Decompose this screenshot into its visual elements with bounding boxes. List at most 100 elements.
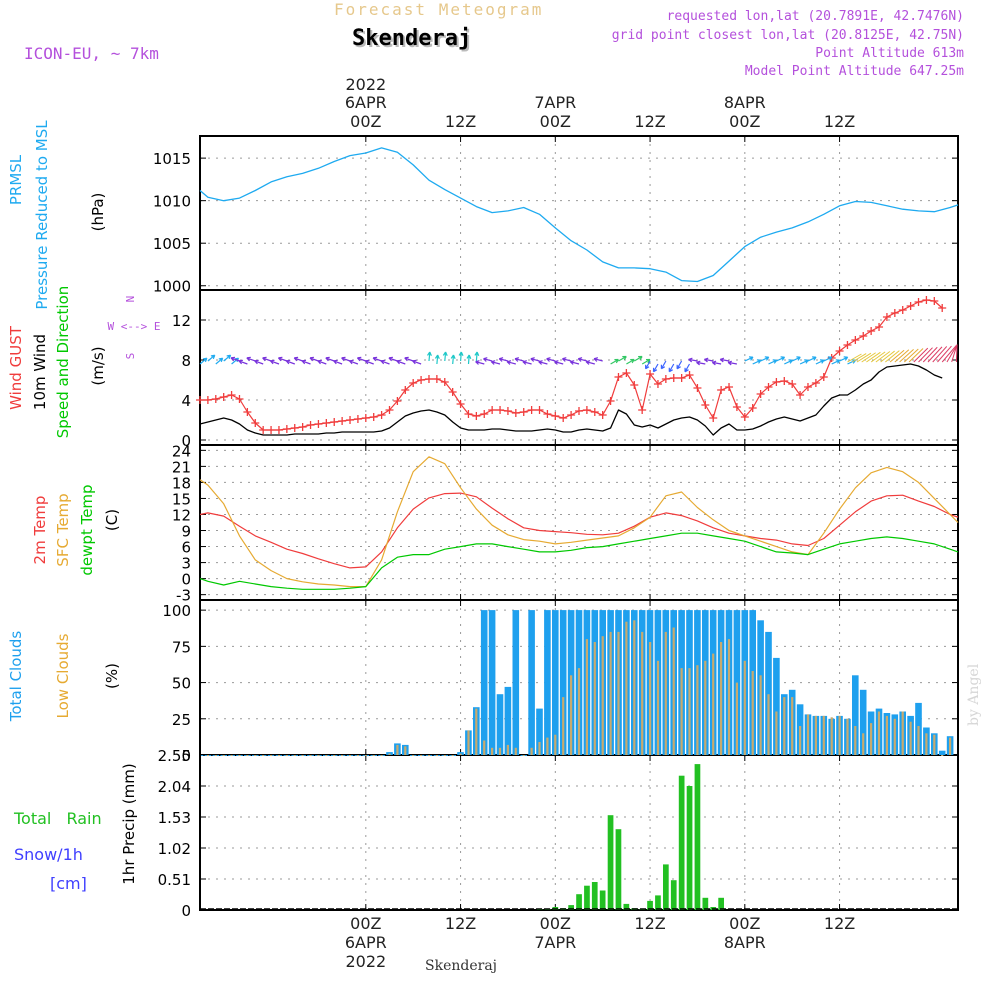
panel-frame-pressure xyxy=(199,135,959,291)
top-time-label: 12Z xyxy=(824,112,855,131)
wind-arrow xyxy=(839,356,849,362)
low-clouds-bar xyxy=(712,653,715,755)
low-clouds-bar xyxy=(822,715,825,755)
wind-arrow xyxy=(711,360,722,366)
panel-frame-temperature xyxy=(199,444,959,601)
wind-gust-point xyxy=(803,383,812,391)
low-clouds-bar xyxy=(435,755,438,756)
top-time-label: 00Z xyxy=(729,112,760,131)
rain-bar xyxy=(686,786,693,910)
hatch-line xyxy=(889,349,905,363)
bottom-time-label: 12Z xyxy=(445,914,476,933)
wind-gust-point xyxy=(811,379,820,387)
y-tick-label: 1015 xyxy=(153,150,191,168)
top-time-label: 6APR xyxy=(345,93,387,112)
panel-frame-wind xyxy=(199,289,959,446)
wind-arrow xyxy=(626,358,635,365)
y-tick-label: 21 xyxy=(172,458,191,476)
low-clouds-bar xyxy=(806,714,810,755)
wind-gust-point xyxy=(464,410,473,418)
y-tick-label: 25 xyxy=(172,711,191,729)
low-clouds-bar xyxy=(309,755,312,756)
y-tick-label: 24 xyxy=(172,442,191,460)
wind-gust-point xyxy=(519,408,528,416)
wind-gust-point xyxy=(424,375,433,383)
wind-gust-point xyxy=(764,383,773,391)
low-clouds-bar xyxy=(767,694,770,755)
wind-gust-point xyxy=(322,419,331,427)
wind-gust-point xyxy=(590,408,599,416)
low-clouds-bar xyxy=(949,737,952,755)
hatch-line xyxy=(913,347,929,363)
wind-gust-point xyxy=(290,424,299,432)
y-tick-label: 0 xyxy=(181,571,191,589)
wind-gust-point xyxy=(338,417,347,425)
wind-arrow xyxy=(364,359,374,365)
low-clouds-bar xyxy=(380,755,383,756)
wind-arrow xyxy=(610,358,619,365)
total-clouds-bar xyxy=(938,750,946,755)
total-clouds-bar xyxy=(457,752,464,755)
hatch-line xyxy=(918,347,933,363)
rain-bar xyxy=(655,895,661,910)
wind-gust-point xyxy=(669,374,678,382)
pressure-label-msl: Pressure Reduced to MSL xyxy=(33,120,51,310)
hatch-line xyxy=(955,344,958,363)
wind-gust-point xyxy=(882,313,891,321)
hatch-line xyxy=(866,351,881,363)
low-clouds-bar xyxy=(649,642,652,755)
low-clouds-bar xyxy=(680,668,683,755)
snow-label: Snow/1h xyxy=(14,845,83,864)
wind-arrow xyxy=(301,359,311,365)
wind-direction-arrows xyxy=(199,351,857,373)
low-clouds-bar xyxy=(570,675,573,755)
low-clouds-bar xyxy=(475,708,478,755)
low-clouds-bar xyxy=(230,755,233,756)
wind-gust-point xyxy=(622,369,631,377)
wind-gust-point xyxy=(219,393,228,401)
low-clouds-bar xyxy=(625,621,628,755)
wind-arrow xyxy=(752,359,762,365)
top-time-label: 8APR xyxy=(724,93,766,112)
low-clouds-bar xyxy=(759,675,762,755)
wind-arrow xyxy=(498,357,509,362)
wind-arrow xyxy=(427,351,432,362)
low-clouds-bar xyxy=(317,755,320,756)
low-clouds-bar xyxy=(238,755,241,756)
temp-sfc-label: SFC Temp xyxy=(54,493,72,566)
total-clouds-bar xyxy=(386,752,393,755)
y-tick-label: 12 xyxy=(172,312,191,330)
wind-arrow xyxy=(744,356,754,362)
super-title: Forecast Meteogram xyxy=(334,0,544,19)
wind-arrow xyxy=(506,360,516,365)
total-clouds-bar xyxy=(552,610,559,755)
wind-arrow xyxy=(727,360,738,366)
wind-arrow xyxy=(585,360,595,365)
wind-arrow xyxy=(442,351,448,362)
wind-gust-point xyxy=(282,425,291,433)
wind-gust-point xyxy=(914,298,923,306)
rain-bar xyxy=(718,897,724,910)
y-tick-label: 9 xyxy=(181,523,191,541)
y-tick-label: 1000 xyxy=(153,278,191,296)
wind-gust-point xyxy=(448,388,457,396)
low-clouds-bar xyxy=(356,755,359,756)
wind-gust-point xyxy=(567,411,576,419)
wind-gust-point xyxy=(661,375,670,383)
location-title: Skenderaj xyxy=(352,26,472,51)
hatch-line xyxy=(847,353,862,363)
wind-arrow xyxy=(412,359,422,365)
grid-point-coordinates: grid point closest lon,lat (20.8125E, 42… xyxy=(611,28,964,43)
low-clouds-bar xyxy=(799,726,802,755)
low-clouds-bar xyxy=(498,747,502,755)
wind-gust-point xyxy=(361,414,370,422)
wind-arrow xyxy=(199,357,208,365)
wind-gust-point xyxy=(385,406,394,414)
wind-arrow xyxy=(593,357,603,362)
wind-direction-label: Speed and Direction xyxy=(54,286,72,439)
wind-arrow xyxy=(317,359,327,365)
wind-arrow xyxy=(546,357,556,362)
wind-gust-point xyxy=(788,380,797,388)
wind-gust-point xyxy=(732,403,741,411)
hatch-line xyxy=(894,349,910,363)
